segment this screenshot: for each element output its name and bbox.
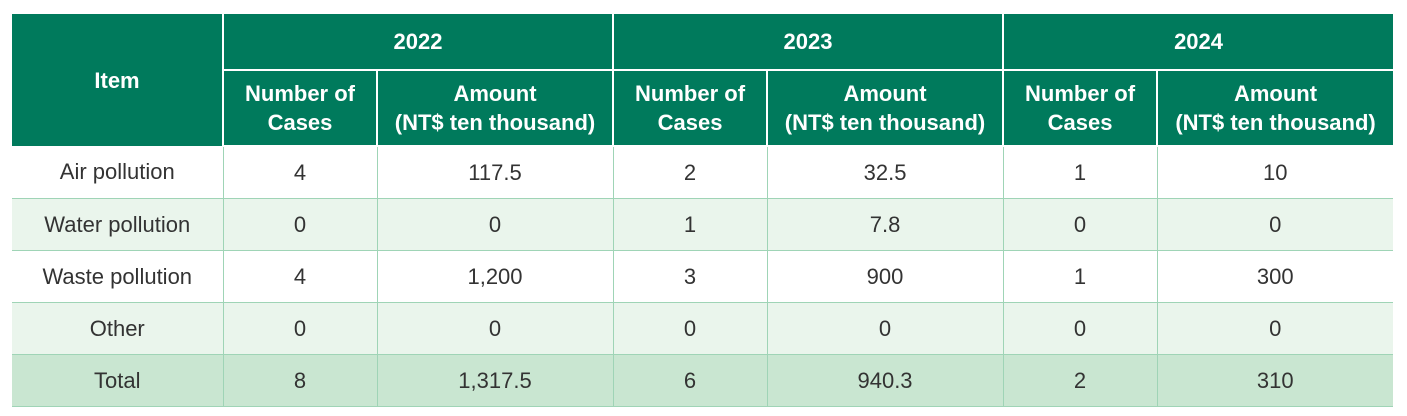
table-body: Air pollution 4 117.5 2 32.5 1 10 Water … [12, 146, 1394, 407]
table-row-water-pollution: Water pollution 0 0 1 7.8 0 0 [12, 198, 1394, 251]
cell-amount-2022: 1,317.5 [377, 354, 614, 407]
cell-cases-2023: 1 [613, 198, 768, 251]
cell-cases-2022: 4 [223, 250, 378, 303]
cell-amount-2022: 1,200 [377, 250, 614, 303]
amount-header-2023: Amount (NT$ ten thousand) [767, 70, 1005, 147]
cases-header-line2: Cases [657, 110, 723, 135]
cell-cases-2024: 0 [1003, 198, 1158, 251]
year-header-2023: 2023 [613, 14, 1005, 71]
cases-header-line1: Number of [1025, 81, 1136, 106]
cell-amount-2022: 0 [377, 302, 614, 355]
sub-header-row: Number of Cases Amount (NT$ ten thousand… [12, 70, 1394, 147]
row-label: Other [12, 302, 224, 355]
amount-header-line1: Amount [453, 81, 537, 106]
cell-cases-2022: 8 [223, 354, 378, 407]
cases-header-line1: Number of [245, 81, 355, 106]
cell-amount-2024: 0 [1157, 198, 1394, 251]
table-row-other: Other 0 0 0 0 0 0 [12, 302, 1394, 355]
cell-cases-2022: 0 [223, 198, 378, 251]
year-header-2024: 2024 [1003, 14, 1394, 71]
cell-cases-2024: 1 [1003, 250, 1158, 303]
cell-cases-2022: 0 [223, 302, 378, 355]
row-label: Water pollution [12, 198, 224, 251]
cell-amount-2023: 940.3 [767, 354, 1004, 407]
cell-cases-2023: 2 [613, 146, 768, 199]
cases-header-line1: Number of [635, 81, 746, 106]
cell-cases-2024: 0 [1003, 302, 1158, 355]
cell-amount-2023: 7.8 [767, 198, 1004, 251]
row-label: Total [12, 354, 224, 407]
year-header-2022: 2022 [223, 14, 615, 71]
amount-header-line2: (NT$ ten thousand) [1175, 110, 1376, 135]
cases-header-line2: Cases [267, 110, 333, 135]
cell-amount-2023: 32.5 [767, 146, 1004, 199]
cell-cases-2024: 1 [1003, 146, 1158, 199]
table-row-air-pollution: Air pollution 4 117.5 2 32.5 1 10 [12, 146, 1394, 199]
cases-header-2023: Number of Cases [613, 70, 769, 147]
cell-cases-2023: 6 [613, 354, 768, 407]
cell-amount-2024: 0 [1157, 302, 1394, 355]
amount-header-line2: (NT$ ten thousand) [784, 110, 986, 135]
table-row-total: Total 8 1,317.5 6 940.3 2 310 [12, 354, 1394, 407]
cell-cases-2022: 4 [223, 146, 378, 199]
row-label: Air pollution [12, 146, 224, 199]
cell-cases-2023: 3 [613, 250, 768, 303]
item-column-header: Item [12, 14, 224, 146]
cell-cases-2024: 2 [1003, 354, 1158, 407]
cell-cases-2023: 0 [613, 302, 768, 355]
cell-amount-2024: 300 [1157, 250, 1394, 303]
cases-header-2024: Number of Cases [1003, 70, 1159, 147]
amount-header-line2: (NT$ ten thousand) [394, 110, 596, 135]
cases-header-2022: Number of Cases [223, 70, 378, 147]
amount-header-2024: Amount (NT$ ten thousand) [1157, 70, 1394, 147]
year-header-row: Item 2022 2023 2024 [12, 14, 1394, 146]
cell-amount-2023: 0 [767, 302, 1004, 355]
cell-amount-2022: 0 [377, 198, 614, 251]
table-header: Item 2022 2023 2024 Number of Cases Amou… [12, 14, 1394, 147]
cases-header-line2: Cases [1047, 110, 1113, 135]
amount-header-line1: Amount [843, 81, 927, 106]
cell-amount-2024: 310 [1157, 354, 1394, 407]
row-label: Waste pollution [12, 250, 224, 303]
cell-amount-2024: 10 [1157, 146, 1394, 199]
table-row-waste-pollution: Waste pollution 4 1,200 3 900 1 300 [12, 250, 1394, 303]
amount-header-2022: Amount (NT$ ten thousand) [377, 70, 615, 147]
environmental-violations-table-container: Item 2022 2023 2024 Number of Cases Amou… [12, 14, 1394, 407]
amount-header-line1: Amount [1233, 81, 1318, 106]
cell-amount-2023: 900 [767, 250, 1004, 303]
cell-amount-2022: 117.5 [377, 146, 614, 199]
environmental-violations-table: Item 2022 2023 2024 Number of Cases Amou… [12, 14, 1394, 407]
